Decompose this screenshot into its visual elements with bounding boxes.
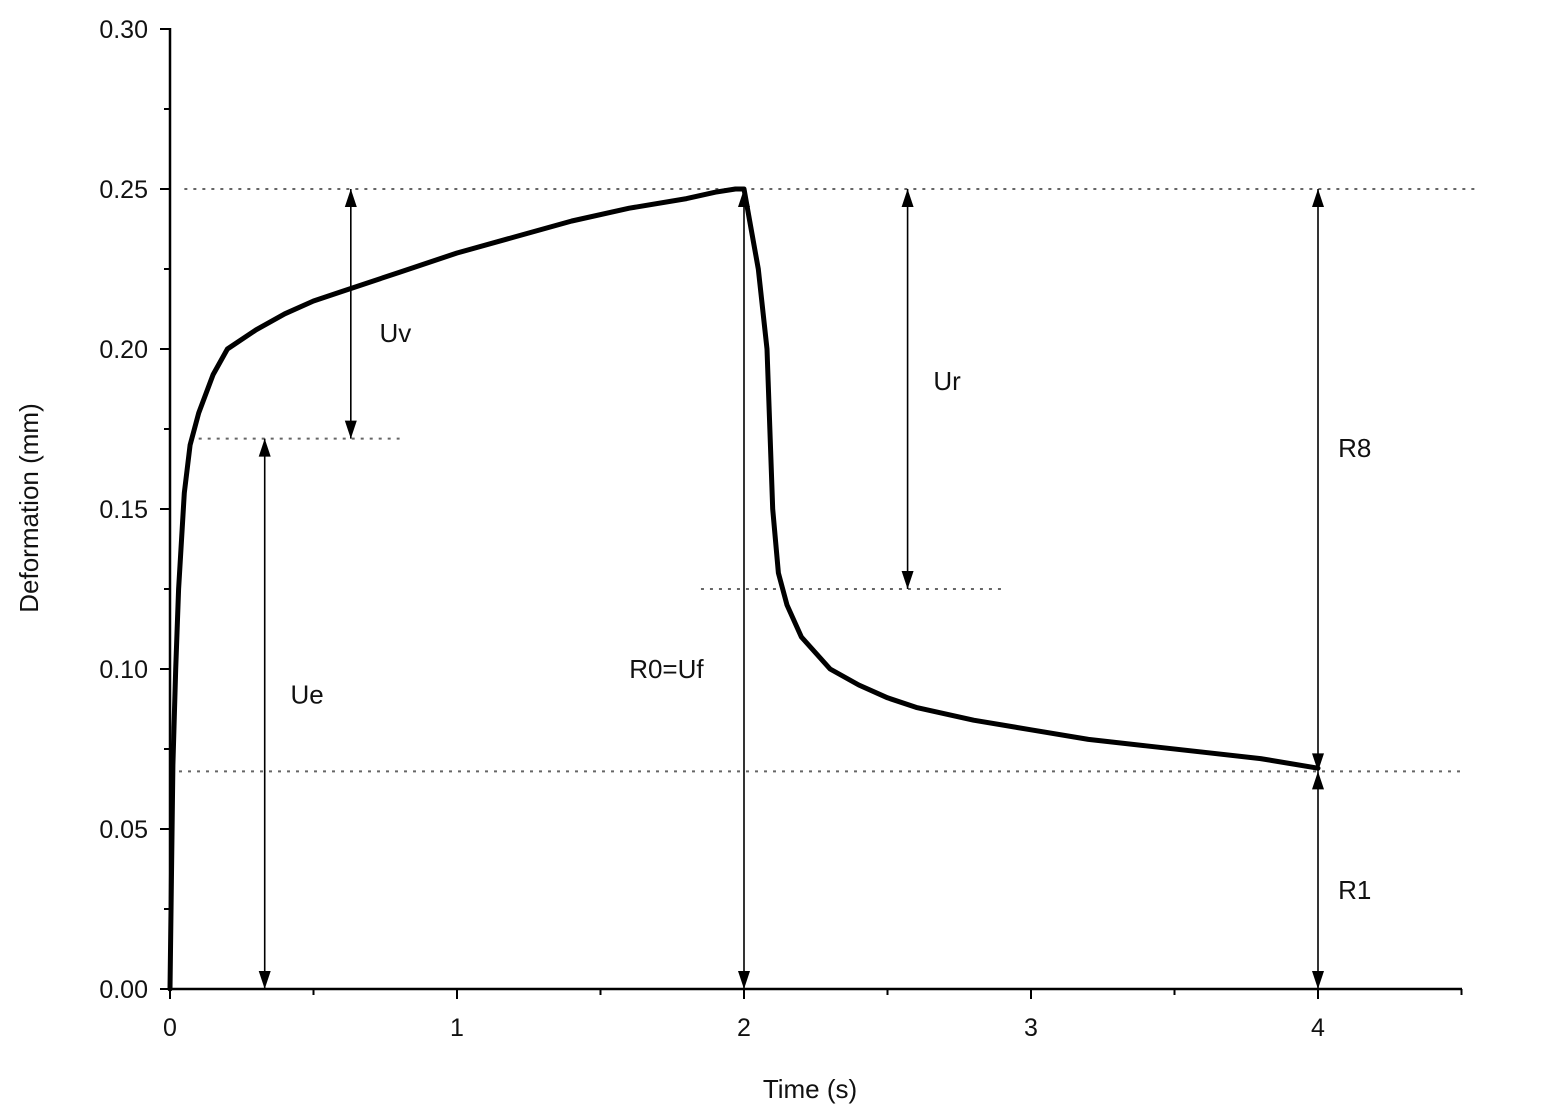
arrowhead <box>901 189 914 207</box>
annotation-label: R1 <box>1338 875 1371 905</box>
annotation-label: Ur <box>933 366 961 396</box>
x-tick-label: 1 <box>450 1014 464 1042</box>
arrowhead <box>258 438 271 457</box>
y-axis-title: Deformation (mm) <box>14 403 44 612</box>
y-tick-label: 0.00 <box>99 976 148 1004</box>
axes <box>168 28 1462 991</box>
arrowhead <box>1312 753 1324 772</box>
x-tick-label: 0 <box>163 1014 177 1042</box>
arrowhead <box>258 971 271 989</box>
dimension-arrows <box>258 189 1324 989</box>
arrowhead <box>738 971 750 989</box>
ticks: 0 1 2 3 4 0.00 0.05 0.10 0.15 0.20 0.25 0.30 <box>99 16 1463 1042</box>
y-tick-label: 0.20 <box>99 336 148 364</box>
y-tick-label: 0.25 <box>99 176 148 204</box>
y-tick-label: 0.05 <box>99 816 148 844</box>
x-axis-title: Time (s) <box>763 1074 857 1104</box>
y-tick-label: 0.10 <box>99 656 148 684</box>
arrowhead <box>1312 771 1324 790</box>
y-tick-label: 0.30 <box>99 16 148 44</box>
arrowhead <box>1312 189 1324 207</box>
x-tick-label: 2 <box>737 1014 751 1042</box>
x-tick-label: 4 <box>1311 1014 1325 1042</box>
annotation-label: Ue <box>291 680 324 710</box>
data-series <box>167 186 1321 992</box>
annotation-label: R0=Uf <box>629 654 704 684</box>
annotation-labels: Uv Ue R0=Uf Ur R8 R1 <box>291 318 1372 905</box>
annotation-label: Uv <box>380 318 412 348</box>
annotation-label: R8 <box>1338 433 1371 463</box>
arrowhead <box>344 189 357 207</box>
y-tick-label: 0.15 <box>99 496 148 524</box>
arrowhead <box>1312 971 1324 989</box>
x-tick-label: 3 <box>1024 1014 1038 1042</box>
deformation-curve <box>167 186 1321 992</box>
arrowhead <box>344 420 357 439</box>
arrowhead <box>901 571 914 589</box>
reference-lines <box>170 188 1476 773</box>
